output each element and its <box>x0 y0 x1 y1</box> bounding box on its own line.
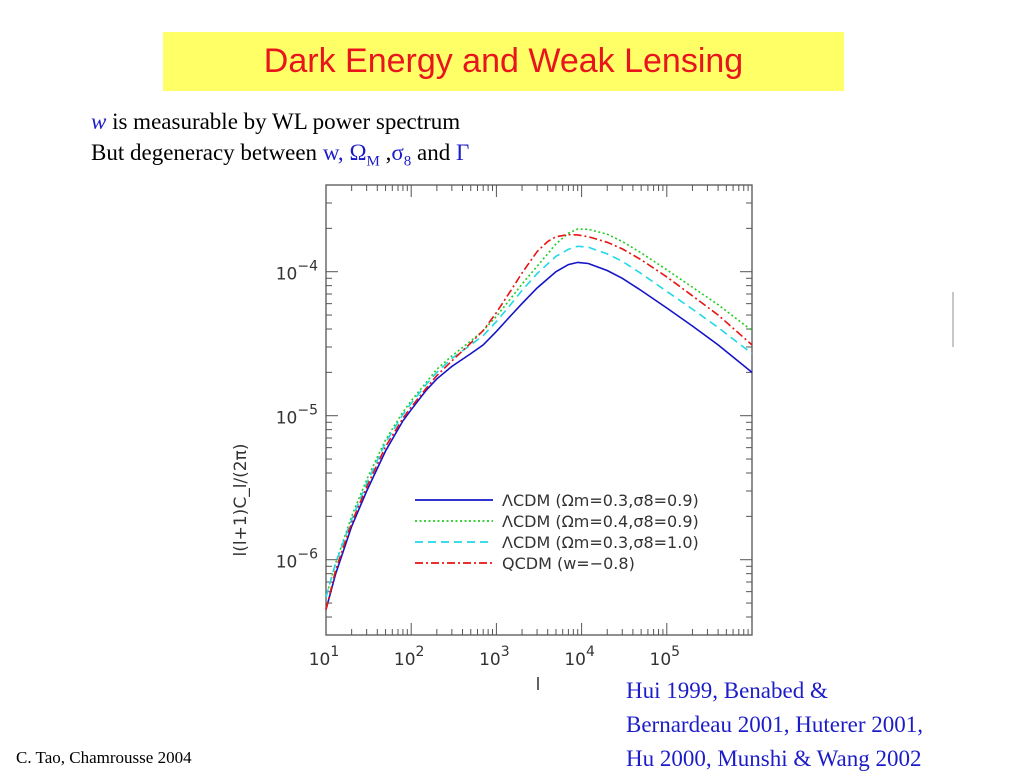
series-line <box>325 245 753 598</box>
x-axis-label: l <box>536 675 541 695</box>
comma-separator: , <box>379 140 392 165</box>
legend: ΛCDM (Ωm=0.3,σ8=0.9) ΛCDM (Ωm=0.4,σ8=0.9)… <box>415 491 699 573</box>
y-axis-label: l(l+1)C_l/(2π) <box>231 444 251 557</box>
power-spectrum-chart: 101 102 103 104 105 10−6 10−5 10−4 ΛCDM (Ωm=0.3… <box>231 184 753 695</box>
references: Hui 1999, Benabed & Bernardeau 2001, Hut… <box>626 674 923 776</box>
side-divider <box>952 292 954 347</box>
reference-line: Bernardeau 2001, Huterer 2001, <box>626 712 923 737</box>
axis-ticks <box>325 184 753 636</box>
reference-line: Hu 2000, Munshi & Wang 2002 <box>626 746 922 771</box>
y-tick-label: 10−6 <box>276 547 318 573</box>
x-tick-label: 105 <box>650 644 681 670</box>
gamma-symbol: Γ <box>456 140 470 165</box>
legend-label: ΛCDM (Ωm=0.4,σ8=0.9) <box>502 512 699 531</box>
sigma-subscript: 8 <box>403 153 412 170</box>
legend-label: ΛCDM (Ωm=0.3,σ8=1.0) <box>502 533 699 552</box>
intro-line-1: w is measurable by WL power spectrum <box>91 108 460 135</box>
x-tick-label: 103 <box>479 644 510 670</box>
w-symbol-2: w, <box>322 140 344 165</box>
legend-label: QCDM (w=−0.8) <box>502 554 635 573</box>
y-tick-label: 10−4 <box>276 259 318 285</box>
legend-label: ΛCDM (Ωm=0.3,σ8=0.9) <box>502 491 699 510</box>
intro-line-2-prefix: But degeneracy between <box>91 140 323 165</box>
x-tick-label: 101 <box>309 644 340 670</box>
omega-symbol: Ω <box>343 140 367 165</box>
series-line <box>325 261 753 610</box>
series-lines <box>325 228 753 610</box>
omega-subscript: M <box>366 153 380 170</box>
series-line <box>325 233 753 610</box>
and-word: and <box>411 140 456 165</box>
w-symbol: w <box>91 109 107 134</box>
title-banner: Dark Energy and Weak Lensing <box>163 32 844 91</box>
tick-labels: 101 102 103 104 105 10−6 10−5 10−4 <box>276 259 680 670</box>
intro-line-2: But degeneracy between w, ΩM ,σ8 and Γ <box>91 139 469 176</box>
x-tick-label: 104 <box>564 644 595 670</box>
reference-line: Hui 1999, Benabed & <box>626 678 828 703</box>
series-line <box>325 228 753 598</box>
y-tick-label: 10−5 <box>276 403 318 429</box>
x-tick-label: 102 <box>394 644 425 670</box>
sigma-symbol: σ <box>391 140 404 165</box>
plot-frame <box>325 184 753 636</box>
slide-title: Dark Energy and Weak Lensing <box>263 42 744 80</box>
plot-border <box>325 184 753 636</box>
footer-credit: C. Tao, Chamrousse 2004 <box>16 748 192 767</box>
intro-line-1-text: is measurable by WL power spectrum <box>106 109 461 134</box>
